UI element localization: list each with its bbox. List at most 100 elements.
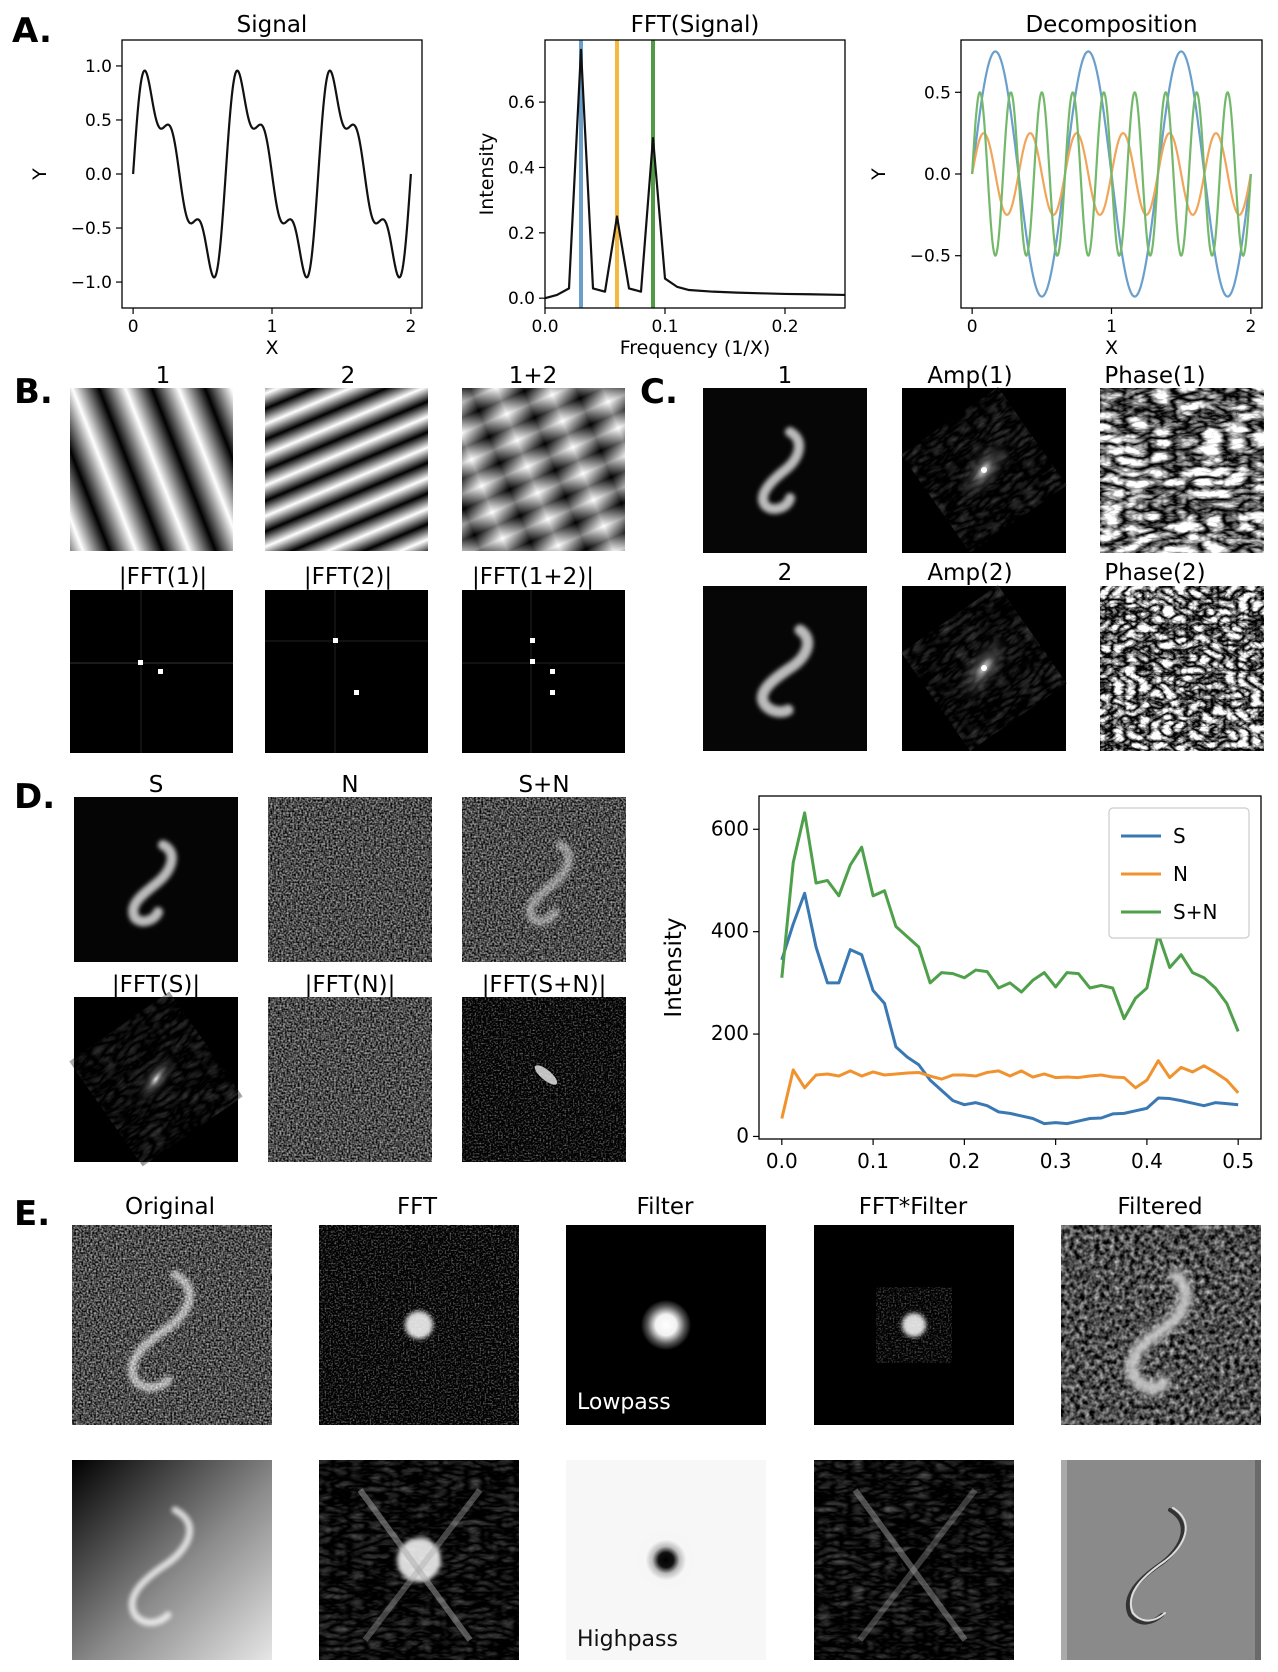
y-tick-label: 400 [711, 919, 749, 943]
s-curve-image-1 [703, 388, 867, 553]
y-tick-label: 0.6 [508, 93, 535, 113]
panel-e-title-5: Filtered [1117, 1194, 1202, 1220]
x-tick-label: 0.2 [948, 1149, 980, 1173]
filtered-image-row2 [1061, 1460, 1261, 1660]
panel-c: 1 Amp(1) Phase(1) 2 Amp(2) Phase(2) [703, 363, 1264, 751]
legend-label: S [1173, 824, 1186, 848]
decomposition-chart: Decomposition 0 1 2 0.5 0.0 −0.5 X Y [868, 12, 1263, 359]
grating-sum-image [462, 388, 625, 551]
y-tick-label: 0 [736, 1123, 749, 1147]
panel-b-title-6: |FFT(1+2)| [472, 564, 594, 590]
chart-title: Signal [237, 12, 308, 38]
series-line-s [780, 891, 1239, 1126]
chart-title: Decomposition [1025, 12, 1197, 38]
lowpass-label: Lowpass [577, 1390, 671, 1415]
axes-frame [758, 795, 1262, 1140]
x-tick-label: 0.0 [766, 1149, 798, 1173]
legend-label: N [1173, 862, 1188, 886]
x-tick-label: 0.2 [771, 317, 798, 337]
panel-d-images: S N S+N |FFT(S)| |FFT(N)| |FFT(S+N)| [69, 772, 626, 1167]
panel-d-title-4: |FFT(S)| [112, 972, 200, 998]
panel-e-title-4: FFT*Filter [859, 1194, 968, 1220]
x-axis-label: X [265, 337, 278, 359]
fft-signal-chart: FFT(Signal) 0.0 0.1 0.2 0.0 0.2 0.4 0.6 Frequenc… [476, 12, 846, 359]
panel-d-title-6: |FFT(S+N)| [482, 972, 607, 998]
y-tick-label: −0.5 [71, 219, 112, 239]
panel-e: Original FFT Filter FFT*Filter Filtered … [72, 1194, 1261, 1660]
grating-1-image [70, 388, 233, 551]
y-tick-label: 0.5 [924, 83, 951, 103]
signal-chart: Signal 0 1 2 1.0 0.5 0.0 −0.5 −1.0 X Y [29, 12, 423, 359]
panel-b-title-4: |FFT(1)| [119, 564, 207, 590]
phase-2-image [1100, 586, 1264, 751]
panel-c-title-6: Phase(2) [1104, 560, 1205, 586]
highpass-filter-image: Highpass [566, 1460, 766, 1660]
y-tick-label: 0.0 [508, 289, 535, 309]
panel-b-title-2: 2 [341, 363, 356, 389]
chart-title: FFT(Signal) [631, 12, 760, 38]
x-tick-label: 0.1 [651, 317, 678, 337]
axes-frame [544, 39, 846, 309]
highpass-label: Highpass [577, 1627, 678, 1652]
fft-signal-image [69, 991, 243, 1167]
panel-d-title-1: S [149, 772, 164, 798]
fft-times-filter-image-row2 [814, 1460, 1014, 1660]
y-axis-label: Intensity [661, 917, 687, 1017]
series-line-s-n [780, 811, 1240, 1033]
signal-image [74, 797, 238, 962]
series-line-n [780, 1059, 1240, 1119]
x-tick-label: 1 [1106, 317, 1117, 337]
spectrum-chart: 0.0 0.1 0.2 0.3 0.4 0.5 0 200 400 600 Intensity SNS… [661, 795, 1262, 1173]
panel-label-a: A. [12, 11, 52, 51]
x-tick-label: 0.4 [1131, 1149, 1163, 1173]
panel-d-title-5: |FFT(N)| [305, 972, 396, 998]
y-tick-label: −1.0 [71, 273, 112, 293]
series-line-2 [971, 91, 1252, 257]
fft-image-row2 [319, 1460, 519, 1660]
fft-sum-image [462, 590, 625, 753]
y-axis-label: Intensity [476, 133, 498, 216]
fft-image-row1 [319, 1225, 519, 1425]
panel-d-title-3: S+N [518, 772, 569, 798]
panel-b: 1 2 1+2 |FFT(1)| |FFT(2)| |FFT(1+2)| [70, 363, 625, 753]
x-axis-label: Frequency (1/X) [620, 337, 771, 359]
y-tick-label: 0.0 [924, 165, 951, 185]
x-tick-label: 0.0 [531, 317, 558, 337]
original-noisy-image [72, 1225, 272, 1425]
fft-noise-image [268, 997, 432, 1162]
y-axis-label: Y [868, 168, 890, 181]
panel-e-title-2: FFT [397, 1194, 438, 1220]
filtered-image-row1 [1061, 1225, 1261, 1425]
panel-e-title-3: Filter [637, 1194, 695, 1220]
panel-label-e: E. [14, 1194, 50, 1234]
panel-e-title-1: Original [125, 1194, 215, 1220]
panel-label-d: D. [14, 777, 55, 817]
signal-plus-noise-image [462, 797, 626, 962]
amp-1-image [901, 387, 1067, 553]
legend-box [1108, 807, 1250, 939]
noise-image [268, 797, 432, 962]
x-axis-label: X [1105, 337, 1118, 359]
panel-b-title-5: |FFT(2)| [304, 564, 392, 590]
fft-1-image [70, 590, 233, 753]
panel-d-title-2: N [341, 772, 358, 798]
panel-b-title-3: 1+2 [509, 363, 558, 389]
series-line-0 [132, 69, 412, 279]
lowpass-filter-image: Lowpass [566, 1225, 766, 1425]
x-tick-label: 0.3 [1040, 1149, 1072, 1173]
legend-label: S+N [1173, 900, 1217, 924]
fft-signal-plus-noise-image [462, 997, 626, 1162]
fft-times-filter-image-row1 [814, 1225, 1014, 1425]
x-tick-label: 0 [128, 317, 139, 337]
amp-2-image [901, 585, 1067, 751]
y-axis-label: Y [29, 168, 51, 181]
y-tick-label: 200 [711, 1021, 749, 1045]
y-tick-label: 1.0 [85, 57, 112, 77]
grating-2-image [265, 388, 428, 551]
s-curve-image-2 [703, 586, 867, 751]
y-tick-label: 0.0 [85, 165, 112, 185]
y-tick-label: −0.5 [910, 247, 951, 267]
y-tick-label: 0.2 [508, 224, 535, 244]
x-tick-label: 0 [967, 317, 978, 337]
